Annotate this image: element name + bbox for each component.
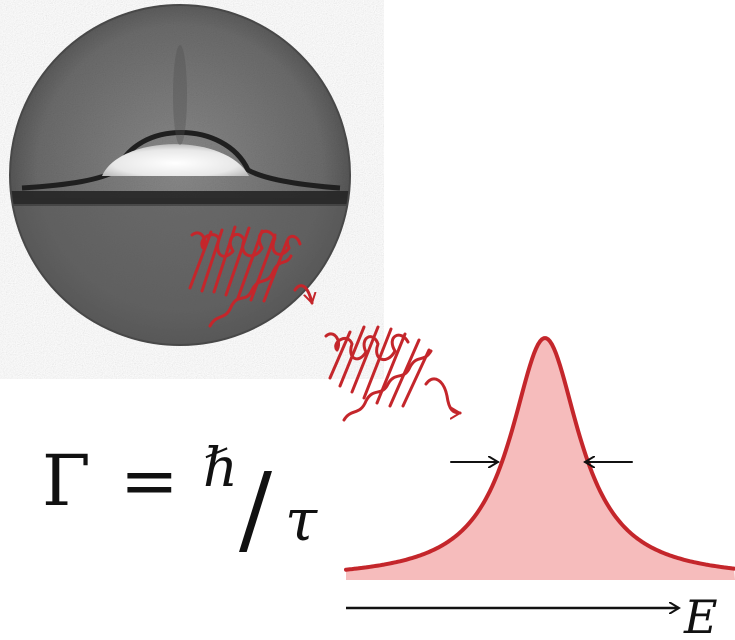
formula-numerator: ℏ <box>203 436 238 499</box>
formula-lhs: Γ <box>42 440 91 522</box>
energy-axis: E <box>346 590 718 640</box>
wave-packet-icon <box>324 325 460 422</box>
lorentzian-peak-icon <box>344 336 735 580</box>
wave-packet-icon <box>188 225 312 328</box>
formula-denominator: τ <box>285 486 318 554</box>
micrograph-icon <box>9 4 351 346</box>
formula: Γ = ℏ / τ <box>42 436 318 567</box>
formula-equals: = <box>120 440 179 522</box>
energy-axis-label: E <box>683 590 718 640</box>
formula-slash: / <box>239 453 273 567</box>
